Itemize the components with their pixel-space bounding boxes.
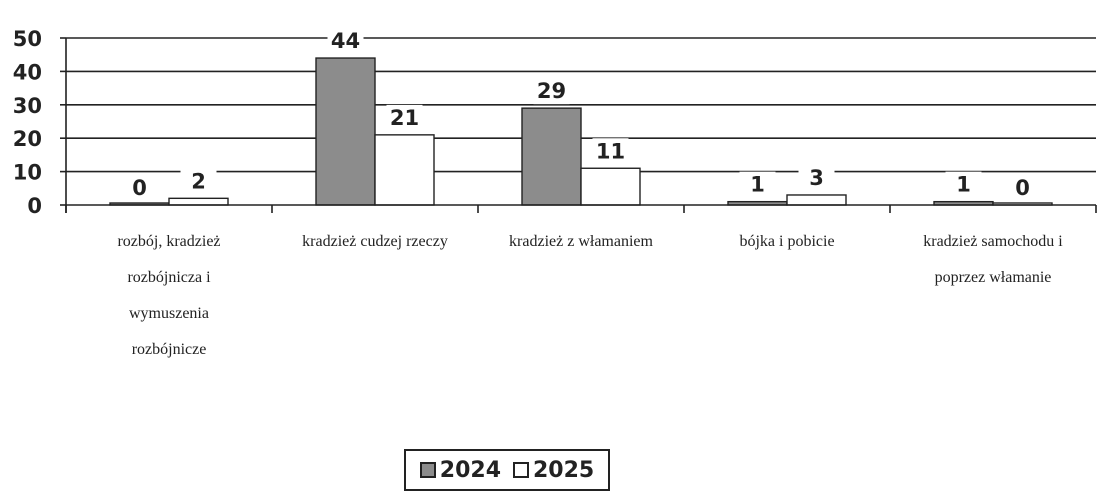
data-label-2024: 1 xyxy=(750,173,765,197)
bar-2025 xyxy=(374,134,435,206)
y-tick-label: 40 xyxy=(13,60,42,84)
y-tick-label: 30 xyxy=(13,94,42,118)
data-label-2024: 29 xyxy=(537,79,566,103)
legend-label-2025: 2025 xyxy=(533,457,595,483)
data-label-bg xyxy=(327,28,364,55)
data-label-2024: 44 xyxy=(331,29,360,53)
bar-2024 xyxy=(521,107,582,206)
data-label-bg xyxy=(798,164,835,191)
data-label-bg xyxy=(945,171,982,198)
data-label-2025: 0 xyxy=(1015,176,1030,200)
x-category-label-line: rozbójnicza i xyxy=(127,269,211,286)
y-tick-label: 0 xyxy=(27,194,42,218)
data-label-2025: 21 xyxy=(390,106,419,130)
data-label-2024: 0 xyxy=(132,176,147,200)
data-label-bg xyxy=(1004,175,1041,201)
gridlines xyxy=(60,37,1096,206)
axes xyxy=(65,38,1097,213)
x-category-label-line: wymuszenia xyxy=(129,305,209,322)
legend-item-2025: 2025 xyxy=(513,458,594,483)
x-category-label-line: rozbój, kradzież xyxy=(117,233,221,250)
bar-2025 xyxy=(168,197,229,206)
bar-2024 xyxy=(315,57,376,206)
data-label-2025: 3 xyxy=(809,166,824,190)
x-category-label: kradzież z włamaniem xyxy=(481,224,681,260)
data-label-bg xyxy=(121,175,158,201)
x-category-label: bójka i pobicie xyxy=(687,224,887,260)
data-label-2025: 2 xyxy=(191,169,206,193)
y-tick-label: 20 xyxy=(13,127,42,151)
x-category-label: kradzież cudzej rzeczy xyxy=(275,224,475,260)
legend-item-2024: 2024 xyxy=(419,457,501,483)
y-tick-label: 10 xyxy=(13,161,42,185)
y-tick-label: 50 xyxy=(13,27,42,51)
legend-swatch-2025 xyxy=(513,462,529,478)
x-category-label: rozbój, kradzież rozbójnicza i wymuszenia r… xyxy=(69,224,269,368)
x-category-label-line: bójka i pobicie xyxy=(739,233,835,250)
bar-2025 xyxy=(786,194,847,206)
data-label-bg xyxy=(739,171,776,198)
x-category-label-line: kradzież samochodu i xyxy=(923,233,1063,250)
bars xyxy=(109,57,1053,206)
legend: 2024 2025 xyxy=(404,449,610,491)
legend-swatch-2024 xyxy=(419,462,436,478)
data-label-bg xyxy=(533,78,570,105)
data-label-bg xyxy=(386,104,423,131)
y-axis-ticks: 0 10 20 30 40 50 xyxy=(13,27,42,218)
data-label-bg xyxy=(180,168,217,195)
data-label-2025: 11 xyxy=(596,139,625,163)
data-label-bg xyxy=(592,138,629,165)
x-category-label-line: kradzież z włamaniem xyxy=(509,233,653,250)
x-category-label-line: kradzież cudzej rzeczy xyxy=(302,233,448,250)
x-category-label-line: rozbójnicze xyxy=(131,341,207,358)
x-category-label: kradzież samochodu i poprzez włamanie xyxy=(893,224,1093,296)
bar-2025 xyxy=(580,167,641,206)
data-label-2024: 1 xyxy=(956,173,971,197)
legend-label-2024: 2024 xyxy=(439,457,501,483)
x-category-label-line: poprzez włamanie xyxy=(934,269,1052,286)
